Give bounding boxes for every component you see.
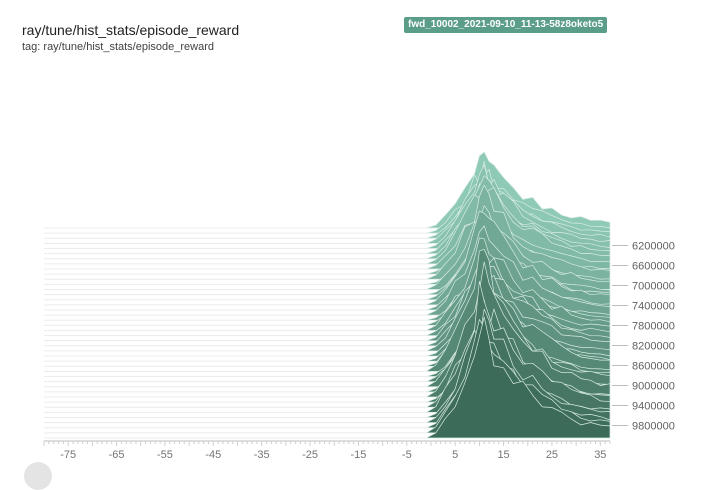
x-tick-label: 15 — [497, 449, 509, 461]
step-tick-label: 9000000 — [632, 381, 675, 393]
x-tick-label: -15 — [350, 449, 366, 461]
chart-title: ray/tune/hist_stats/episode_reward — [22, 22, 240, 38]
x-tick-label: -55 — [157, 449, 173, 461]
step-tick-label: 6200000 — [632, 241, 675, 253]
step-tick-label: 9400000 — [632, 401, 675, 413]
step-tick-label: 7400000 — [632, 301, 675, 313]
x-tick-label: -35 — [254, 449, 270, 461]
x-tick-label: -75 — [60, 449, 76, 461]
histogram-chart[interactable]: -75 -65 -55 -45 -35 -25 -15 -5 5 15 25 35 620000066… — [0, 0, 704, 479]
chart-tag: tag: ray/tune/hist_stats/episode_reward — [22, 41, 215, 53]
step-axis: 6200000 6600000 7000000 7400000 7800000 82000… — [612, 241, 675, 433]
x-tick-label: -25 — [302, 449, 318, 461]
run-badge[interactable]: fwd_10002_2021-09-10_11-13-58z8oketo5 — [404, 17, 608, 33]
x-axis: -75 -65 -55 -45 -35 -25 -15 -5 5 15 25 35 — [43, 440, 611, 461]
step-tick-label: 9800000 — [632, 421, 675, 433]
step-tick-label: 7000000 — [632, 281, 675, 293]
step-tick-label: 8200000 — [632, 341, 675, 353]
x-tick-label: 5 — [452, 449, 458, 461]
step-tick-label: 8600000 — [632, 361, 675, 373]
x-tick-label: 25 — [546, 449, 558, 461]
step-tick-label: 6600000 — [632, 261, 675, 273]
scroll-handle[interactable] — [24, 462, 52, 490]
histogram-slices — [44, 151, 611, 439]
x-tick-label: -5 — [402, 449, 412, 461]
step-tick-label: 7800000 — [632, 321, 675, 333]
x-tick-label: 35 — [594, 449, 606, 461]
histogram-slice — [425, 316, 611, 439]
x-tick-label: -65 — [109, 449, 125, 461]
x-tick-label: -45 — [205, 449, 221, 461]
